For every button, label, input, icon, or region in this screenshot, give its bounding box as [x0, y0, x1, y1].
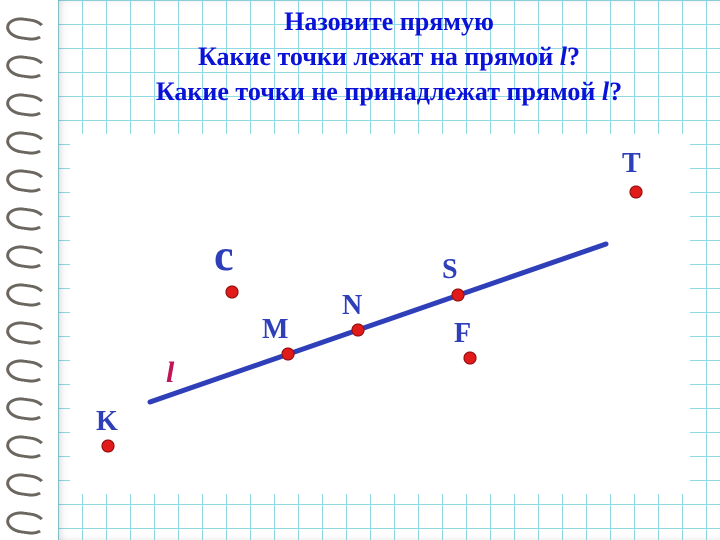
- spiral-ring: [5, 395, 48, 422]
- title-line: Назовите прямую: [58, 4, 720, 39]
- point-label-T: T: [622, 148, 641, 180]
- point-c: [226, 286, 239, 299]
- point-label-c: c: [214, 230, 234, 281]
- title-line: Какие точки не принадлежат прямой l?: [58, 74, 720, 109]
- spiral-ring: [5, 319, 48, 346]
- spiral-ring: [5, 471, 48, 498]
- line-label-l: l: [166, 356, 174, 390]
- spiral-ring: [5, 243, 48, 270]
- spiral-ring: [5, 167, 48, 194]
- spiral-ring: [5, 91, 48, 118]
- point-M: [282, 348, 295, 361]
- point-label-N: N: [342, 290, 362, 322]
- point-label-M: M: [262, 314, 288, 346]
- spiral-ring: [5, 281, 48, 308]
- title-line: Какие точки лежат на прямой l?: [58, 39, 720, 74]
- spiral-ring: [5, 357, 48, 384]
- point-F: [464, 352, 477, 365]
- spiral-ring: [5, 509, 48, 536]
- geometry-figure: l Kc M N FS T: [70, 134, 690, 494]
- spiral-binding: [0, 0, 58, 540]
- point-S: [452, 289, 465, 302]
- spiral-ring: [5, 205, 48, 232]
- point-N: [352, 324, 365, 337]
- question-title: Назовите прямуюКакие точки лежат на прям…: [58, 4, 720, 109]
- point-label-F: F: [454, 318, 471, 350]
- spiral-ring: [5, 15, 48, 42]
- line-l: [70, 134, 690, 494]
- spiral-ring: [5, 53, 48, 80]
- point-T: [630, 186, 643, 199]
- page: Назовите прямуюКакие точки лежат на прям…: [0, 0, 720, 540]
- point-label-S: S: [442, 254, 458, 286]
- spiral-ring: [5, 129, 48, 156]
- spiral-ring: [5, 433, 48, 460]
- point-label-K: K: [96, 406, 118, 438]
- point-K: [102, 440, 115, 453]
